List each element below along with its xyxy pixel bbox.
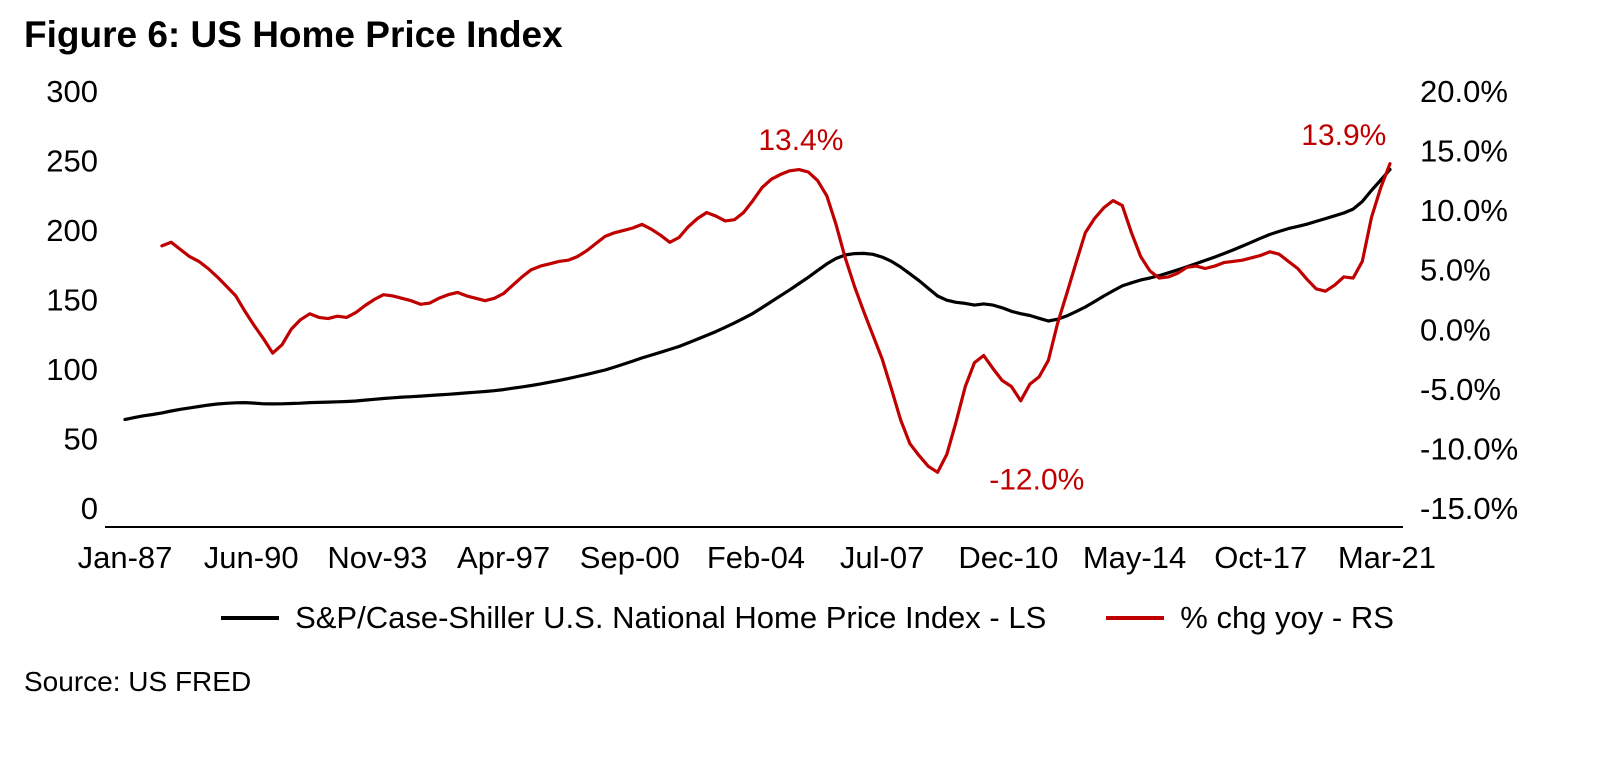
right-axis-tick-label: 0.0% [1420,312,1491,347]
legend-label-pct-chg-yoy: % chg yoy - RS [1180,600,1394,635]
x-axis-tick-label: Apr-97 [457,540,550,575]
right-axis-tick-label: 5.0% [1420,253,1491,288]
x-axis-tick-label: Feb-04 [707,540,805,575]
chart-legend: S&P/Case-Shiller U.S. National Home Pric… [0,600,1615,636]
data-label-annotation: 13.4% [758,124,843,157]
x-axis-tick-label: Jan-87 [78,540,173,575]
x-axis-tick-label: Nov-93 [327,540,427,575]
chart-plot-area: 300 250 200 150 100 50 0 20.0% 15.0% 10.0% 5.0% 0.0… [46,74,1518,575]
left-axis-tick-label: 300 [46,74,98,109]
black-line-sample-icon [221,616,280,620]
series-line-home-price-index [123,167,1392,422]
right-axis-tick-label: -15.0% [1420,491,1518,526]
data-label-annotation: 13.9% [1301,119,1386,152]
x-axis-tick-label: Jun-90 [204,540,299,575]
right-axis-tick-label: 15.0% [1420,134,1508,169]
left-axis-tick-label: 200 [46,213,98,248]
right-axis-tick-label: 10.0% [1420,193,1508,228]
x-axis-tick-label: Jul-07 [840,540,924,575]
legend-item-pct-chg-yoy: % chg yoy - RS [1106,600,1394,636]
x-axis-tick-label: Oct-17 [1214,540,1307,575]
legend-item-home-price-index: S&P/Case-Shiller U.S. National Home Pric… [221,600,1046,636]
right-axis-tick-label: -5.0% [1420,372,1501,407]
left-axis-tick-label: 150 [46,283,98,318]
x-axis-tick-label: Dec-10 [958,540,1058,575]
left-axis-tick-label: 100 [46,352,98,387]
right-axis-tick-label: 20.0% [1420,74,1508,109]
left-axis-tick-label: 50 [64,422,98,457]
legend-label-home-price-index: S&P/Case-Shiller U.S. National Home Pric… [295,600,1047,635]
data-label-annotation: -12.0% [989,463,1084,496]
right-axis-tick-label: -10.0% [1420,431,1518,466]
source-note: Source: US FRED [24,666,252,697]
chart-title: Figure 6: US Home Price Index [24,14,563,55]
series-line-pct-chg-yoy [160,162,1392,474]
x-axis-tick-label: Sep-00 [580,540,680,575]
red-line-sample-icon [1106,616,1165,620]
left-axis-tick-label: 0 [81,491,98,526]
x-axis-tick-label: Mar-21 [1338,540,1436,575]
x-axis-tick-label: May-14 [1083,540,1186,575]
left-axis-tick-label: 250 [46,144,98,179]
